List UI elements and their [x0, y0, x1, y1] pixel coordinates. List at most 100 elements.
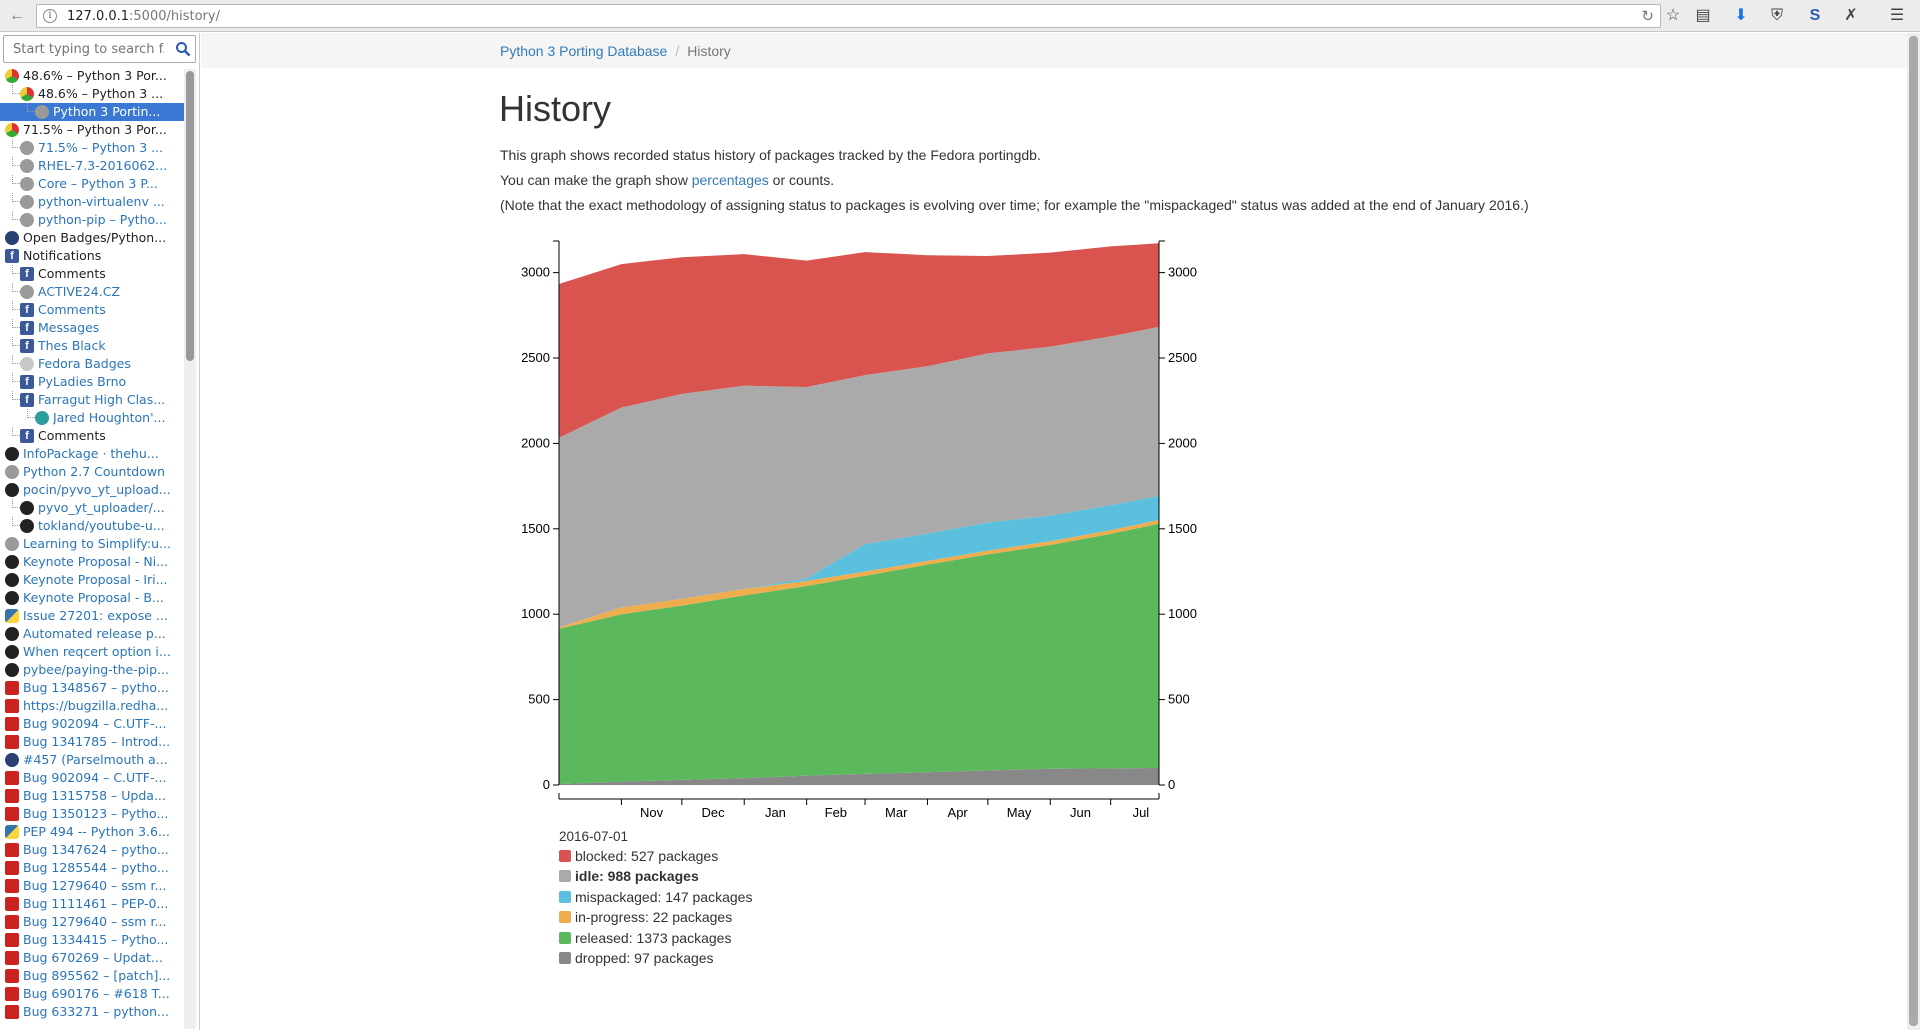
- area-dropped[interactable]: [559, 767, 1159, 785]
- reload-icon[interactable]: ↻: [1641, 8, 1654, 25]
- s-extension-icon[interactable]: S: [1809, 7, 1821, 24]
- page-content: Python 3 Porting Database / History Histor…: [201, 33, 1920, 1030]
- legend-row: mispackaged: 147 packages: [559, 889, 752, 907]
- shield-icon[interactable]: ⛨: [1770, 7, 1783, 24]
- sidebar-tab-item[interactable]: PEP 494 -- Python 3.6...: [0, 823, 184, 841]
- sidebar-tab-item[interactable]: Bug 633271 – python...: [0, 1003, 184, 1021]
- sidebar-tab-item[interactable]: 71.5% – Python 3 ...: [0, 139, 184, 157]
- sidebar-tab-label: When reqcert option i...: [23, 644, 171, 659]
- sidebar-tab-item[interactable]: Open Badges/Python...: [0, 229, 184, 247]
- sidebar-tab-item[interactable]: pocin/pyvo_yt_upload...: [0, 481, 184, 499]
- sidebar-tab-item[interactable]: python-pip – Pytho...: [0, 211, 184, 229]
- sidebar-tab-label: 71.5% – Python 3 Por...: [23, 122, 167, 137]
- sidebar-tab-item[interactable]: https://bugzilla.redha...: [0, 697, 184, 715]
- sidebar-tab-item[interactable]: 48.6% – Python 3 Por...: [0, 67, 184, 85]
- tree-connector: [12, 85, 20, 94]
- sidebar-tab-item[interactable]: Bug 895562 – [patch]...: [0, 967, 184, 985]
- info-icon[interactable]: i: [43, 9, 57, 23]
- area-idle[interactable]: [559, 326, 1159, 628]
- sidebar-tab-item[interactable]: Bug 1350123 – Pytho...: [0, 805, 184, 823]
- back-icon[interactable]: ←: [9, 7, 25, 24]
- sidebar-tab-item[interactable]: Bug 1315758 – Upda...: [0, 787, 184, 805]
- area-mispackaged[interactable]: [559, 496, 1159, 628]
- search-input[interactable]: [4, 36, 164, 62]
- sidebar-tab-item[interactable]: f Notifications: [0, 247, 184, 265]
- search-icon[interactable]: [175, 41, 191, 57]
- sidebar-tab-item[interactable]: f PyLadies Brno: [0, 373, 184, 391]
- bugzilla-icon: [5, 987, 19, 1001]
- history-chart[interactable]: 0 0 500 500 1000 1000 1500 1500 2000 2000 2500 2500…: [201, 33, 1907, 1030]
- sidebar-tab-item[interactable]: f Comments: [0, 265, 184, 283]
- sidebar-tab-item[interactable]: When reqcert option i...: [0, 643, 184, 661]
- sidebar-tab-item[interactable]: Bug 902094 – C.UTF-...: [0, 715, 184, 733]
- sidebar-tab-label: Bug 902094 – C.UTF-...: [23, 770, 167, 785]
- sidebar-tab-item[interactable]: tokland/youtube-u...: [0, 517, 184, 535]
- sidebar-tab-item[interactable]: Jared Houghton'...: [0, 409, 184, 427]
- reading-list-icon[interactable]: ▤: [1695, 7, 1711, 24]
- sidebar-tab-item[interactable]: Python 3 Portin...: [0, 103, 184, 121]
- bugzilla-icon: [5, 879, 19, 893]
- sidebar-tab-item[interactable]: Bug 1348567 – pytho...: [0, 679, 184, 697]
- sidebar-tab-item[interactable]: Core – Python 3 P...: [0, 175, 184, 193]
- sidebar-tab-item[interactable]: Issue 27201: expose ...: [0, 607, 184, 625]
- menu-icon[interactable]: ☰: [1889, 7, 1905, 24]
- sidebar-tab-item[interactable]: Bug 1347624 – pytho...: [0, 841, 184, 859]
- area-released[interactable]: [559, 523, 1159, 785]
- bugzilla-icon: [5, 951, 19, 965]
- toggle-suffix: or counts.: [768, 172, 835, 188]
- tree-connector: [27, 409, 35, 418]
- sidebar-tab-label: https://bugzilla.redha...: [23, 698, 169, 713]
- sidebar-tab-item[interactable]: Bug 1334415 – Pytho...: [0, 931, 184, 949]
- sidebar-tab-item[interactable]: f Comments: [0, 427, 184, 445]
- legend-text: idle: 988 packages: [575, 868, 699, 885]
- sidebar-tab-item[interactable]: python-virtualenv ...: [0, 193, 184, 211]
- sidebar-tab-item[interactable]: Bug 1279640 – ssm r...: [0, 913, 184, 931]
- sidebar-tab-label: Keynote Proposal - B...: [23, 590, 164, 605]
- y-tick-label-left: 500: [528, 692, 550, 707]
- chrome-icon: [5, 69, 19, 83]
- sidebar-tab-item[interactable]: f Thes Black: [0, 337, 184, 355]
- url-bar[interactable]: i 127.0.0.1:5000/history/ ↻: [36, 4, 1661, 28]
- percentages-link[interactable]: percentages: [691, 172, 769, 188]
- sidebar-tab-item[interactable]: pybee/paying-the-pip...: [0, 661, 184, 679]
- sidebar-scrollbar-thumb[interactable]: [186, 71, 194, 361]
- breadcrumb-home-link[interactable]: Python 3 Porting Database: [500, 43, 668, 59]
- sidebar-tab-item[interactable]: Python 2.7 Countdown: [0, 463, 184, 481]
- sidebar-tab-item[interactable]: pyvo_yt_uploader/...: [0, 499, 184, 517]
- sidebar-tab-item[interactable]: InfoPackage · thehu...: [0, 445, 184, 463]
- area-in-progress[interactable]: [559, 519, 1159, 629]
- sidebar-tab-item[interactable]: Keynote Proposal - Iri...: [0, 571, 184, 589]
- page-scrollbar-thumb[interactable]: [1909, 36, 1918, 1026]
- sidebar-search[interactable]: [3, 35, 196, 63]
- bookmark-star-icon[interactable]: ☆: [1665, 7, 1681, 24]
- sidebar-tab-item[interactable]: Bug 1111461 – PEP-0...: [0, 895, 184, 913]
- area-blocked[interactable]: [559, 243, 1159, 438]
- tree-connector: [12, 319, 20, 328]
- x-tick-label: Jul: [1133, 805, 1150, 820]
- sidebar-tab-item[interactable]: Bug 670269 – Updat...: [0, 949, 184, 967]
- sidebar-tab-item[interactable]: Keynote Proposal - Ni...: [0, 553, 184, 571]
- sidebar-tab-item[interactable]: RHEL-7.3-2016062...: [0, 157, 184, 175]
- sidebar-tab-item[interactable]: #457 (Parselmouth a...: [0, 751, 184, 769]
- sidebar-tab-item[interactable]: Fedora Badges: [0, 355, 184, 373]
- sidebar-tab-item[interactable]: Bug 902094 – C.UTF-...: [0, 769, 184, 787]
- sidebar-tab-item[interactable]: Keynote Proposal - B...: [0, 589, 184, 607]
- sidebar-tab-item[interactable]: Automated release p...: [0, 625, 184, 643]
- sidebar-tab-item[interactable]: ACTIVE24.CZ: [0, 283, 184, 301]
- tree-connector: [12, 373, 20, 382]
- sidebar-tab-label: pybee/paying-the-pip...: [23, 662, 169, 677]
- tools-icon[interactable]: ✗: [1844, 7, 1858, 24]
- sidebar-tab-item[interactable]: Learning to Simplify:u...: [0, 535, 184, 553]
- download-icon[interactable]: ⬇: [1734, 7, 1748, 24]
- sidebar-tab-item[interactable]: f Comments: [0, 301, 184, 319]
- sidebar-tab-item[interactable]: Bug 690176 – #618 T...: [0, 985, 184, 1003]
- sidebar-tab-item[interactable]: Bug 1285544 – pytho...: [0, 859, 184, 877]
- legend-text: dropped: 97 packages: [575, 950, 714, 966]
- sidebar-tab-item[interactable]: Bug 1279640 – ssm r...: [0, 877, 184, 895]
- sidebar-tab-item[interactable]: f Farragut High Clas...: [0, 391, 184, 409]
- sidebar-tab-item[interactable]: 48.6% – Python 3 ...: [0, 85, 184, 103]
- sidebar-tab-item[interactable]: f Messages: [0, 319, 184, 337]
- sidebar-tab-item[interactable]: 71.5% – Python 3 Por...: [0, 121, 184, 139]
- tree-connector: [12, 391, 20, 400]
- sidebar-tab-item[interactable]: Bug 1341785 – Introd...: [0, 733, 184, 751]
